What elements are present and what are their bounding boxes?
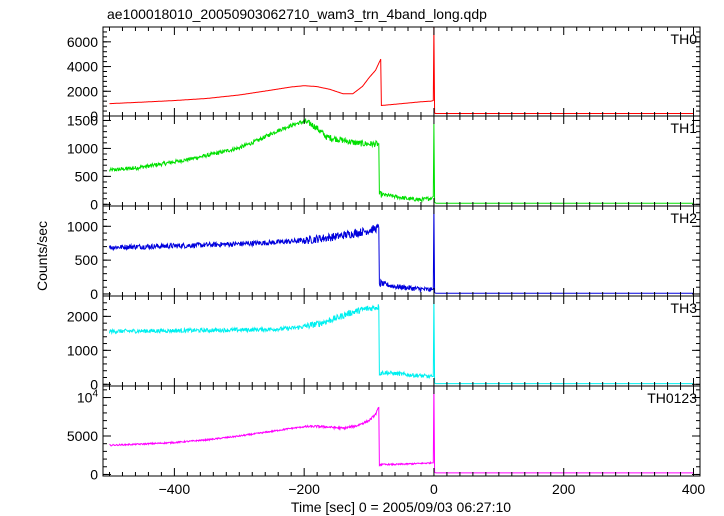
x-tick-label: −200 [288,481,320,497]
panel-th3: 0 1000 2000 TH3 [67,295,701,392]
y-tick-label: 1000 [67,218,98,234]
y-tick-label: 5000 [67,428,98,444]
y-tick-label: 0 [90,376,98,392]
y-tick-label: 1000 [67,342,98,358]
series-line-th3 [109,295,694,385]
x-tick-label: −400 [159,481,191,497]
y-axis-label: Counts/sec [34,221,50,291]
panel-label: TH0 [671,31,698,47]
y-tick-label: 1500 [67,112,98,128]
series-line-th0123 [109,385,694,474]
x-tick-label: 200 [552,481,576,497]
y-tick-label: 2000 [67,83,98,99]
y-tick-label: 0 [90,466,98,482]
panel-frame [102,205,701,297]
y-tick-label: 4000 [67,59,98,75]
y-tick-label: 500 [75,252,99,268]
series-line-th2 [109,205,694,294]
y-tick-label: 104 [77,389,99,406]
panel-th0123: 0 5000 104 TH0123 [67,385,701,482]
y-tick-label: 0 [90,196,98,212]
panel-frame [102,26,701,117]
series-line-th1 [109,117,694,204]
figure-title: ae100018010_20050903062710_wam3_trn_4ban… [107,6,487,22]
series-line-th0 [109,26,694,114]
x-tick-label: 400 [682,481,706,497]
x-tick-label: 0 [430,481,438,497]
panel-label: TH0123 [647,390,697,406]
y-tick-label: 0 [90,108,98,124]
y-tick-label: 500 [75,168,99,184]
y-tick-label: 2000 [67,308,98,324]
panel-label: TH3 [671,300,698,316]
y-tick-label: 6000 [67,34,98,50]
panel-th1: 0 500 1000 1500 TH1 [67,112,701,212]
panel-label: TH1 [671,120,698,136]
panel-frame [102,115,701,207]
panel-label: TH2 [671,210,698,226]
y-tick-label: 1000 [67,140,98,156]
panel-th2: 0 500 1000 TH2 [67,205,701,302]
panel-frame [102,385,701,477]
panel-th0: 0 2000 4000 6000 TH0 [67,26,701,124]
y-tick-label: 0 [90,286,98,302]
x-axis-label: Time [sec] 0 = 2005/09/03 06:27:10 [291,499,511,515]
